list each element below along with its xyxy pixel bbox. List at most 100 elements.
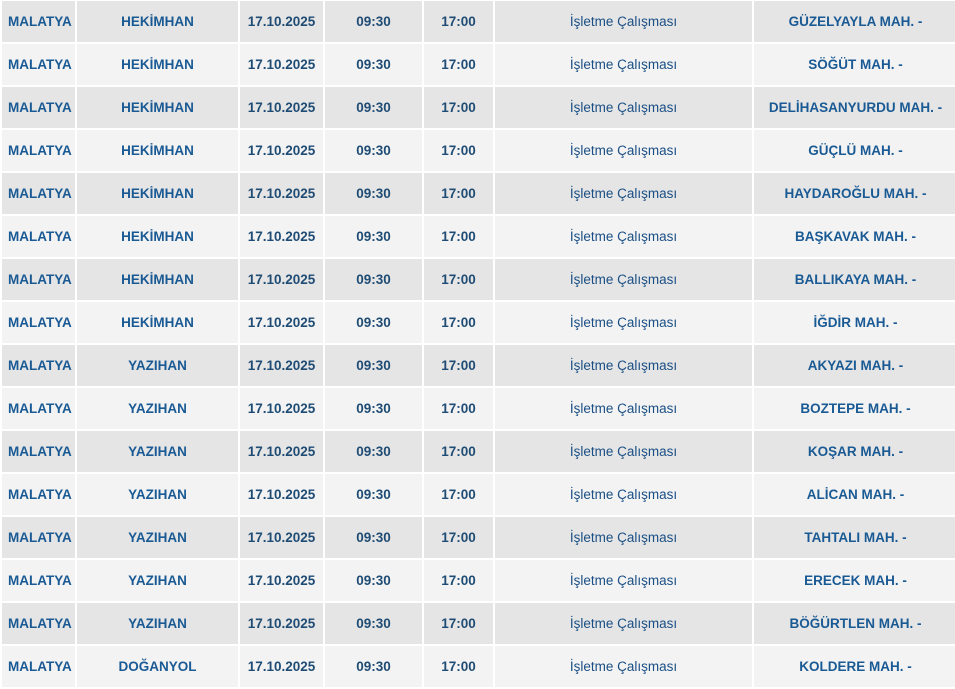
date-cell: 17.10.2025 — [238, 343, 325, 388]
end-time-cell: 17:00 — [422, 601, 495, 646]
table-row: MALATYA YAZIHAN 17.10.2025 09:30 17:00 İşletm… — [0, 429, 955, 474]
neighborhood-cell: GÜZELYAYLA MAH. - — [752, 0, 955, 44]
table-row: MALATYA HEKİMHAN 17.10.2025 09:30 17:00 İşlet… — [0, 85, 955, 130]
table-row: MALATYA HEKİMHAN 17.10.2025 09:30 17:00 İşlet… — [0, 128, 955, 173]
district-cell: HEKİMHAN — [75, 42, 240, 87]
table-row: MALATYA HEKİMHAN 17.10.2025 09:30 17:00 İşlet… — [0, 42, 955, 87]
date-cell: 17.10.2025 — [238, 558, 325, 603]
district-cell: YAZIHAN — [75, 429, 240, 474]
province-cell: MALATYA — [0, 386, 77, 431]
work-type-cell: İşletme Çalışması — [493, 42, 754, 87]
province-cell: MALATYA — [0, 644, 77, 689]
end-time-cell: 17:00 — [422, 558, 495, 603]
province-cell: MALATYA — [0, 214, 77, 259]
date-cell: 17.10.2025 — [238, 601, 325, 646]
date-cell: 17.10.2025 — [238, 171, 325, 216]
start-time-cell: 09:30 — [323, 558, 424, 603]
start-time-cell: 09:30 — [323, 429, 424, 474]
district-cell: YAZIHAN — [75, 472, 240, 517]
district-cell: YAZIHAN — [75, 343, 240, 388]
neighborhood-cell: HAYDAROĞLU MAH. - — [752, 171, 955, 216]
start-time-cell: 09:30 — [323, 128, 424, 173]
province-cell: MALATYA — [0, 42, 77, 87]
province-cell: MALATYA — [0, 601, 77, 646]
date-cell: 17.10.2025 — [238, 472, 325, 517]
table-row: MALATYA HEKİMHAN 17.10.2025 09:30 17:00 İşlet… — [0, 300, 955, 345]
date-cell: 17.10.2025 — [238, 42, 325, 87]
table-row: MALATYA HEKİMHAN 17.10.2025 09:30 17:00 İşlet… — [0, 171, 955, 216]
date-cell: 17.10.2025 — [238, 0, 325, 44]
neighborhood-cell: BOZTEPE MAH. - — [752, 386, 955, 431]
province-cell: MALATYA — [0, 343, 77, 388]
province-cell: MALATYA — [0, 171, 77, 216]
province-cell: MALATYA — [0, 128, 77, 173]
end-time-cell: 17:00 — [422, 343, 495, 388]
table-row: MALATYA YAZIHAN 17.10.2025 09:30 17:00 İşletm… — [0, 386, 955, 431]
end-time-cell: 17:00 — [422, 214, 495, 259]
start-time-cell: 09:30 — [323, 257, 424, 302]
work-type-cell: İşletme Çalışması — [493, 0, 754, 44]
table-row: MALATYA DOĞANYOL 17.10.2025 09:30 17:00 İşlet… — [0, 644, 955, 689]
district-cell: HEKİMHAN — [75, 171, 240, 216]
date-cell: 17.10.2025 — [238, 214, 325, 259]
end-time-cell: 17:00 — [422, 386, 495, 431]
start-time-cell: 09:30 — [323, 300, 424, 345]
start-time-cell: 09:30 — [323, 214, 424, 259]
neighborhood-cell: GÜÇLÜ MAH. - — [752, 128, 955, 173]
end-time-cell: 17:00 — [422, 171, 495, 216]
province-cell: MALATYA — [0, 85, 77, 130]
work-type-cell: İşletme Çalışması — [493, 85, 754, 130]
table-row: MALATYA HEKİMHAN 17.10.2025 09:30 17:00 İşlet… — [0, 214, 955, 259]
table-row: MALATYA HEKİMHAN 17.10.2025 09:30 17:00 İşlet… — [0, 0, 955, 44]
neighborhood-cell: BALLIKAYA MAH. - — [752, 257, 955, 302]
district-cell: HEKİMHAN — [75, 257, 240, 302]
start-time-cell: 09:30 — [323, 601, 424, 646]
end-time-cell: 17:00 — [422, 257, 495, 302]
province-cell: MALATYA — [0, 429, 77, 474]
start-time-cell: 09:30 — [323, 85, 424, 130]
date-cell: 17.10.2025 — [238, 85, 325, 130]
province-cell: MALATYA — [0, 300, 77, 345]
work-type-cell: İşletme Çalışması — [493, 214, 754, 259]
neighborhood-cell: AKYAZI MAH. - — [752, 343, 955, 388]
district-cell: HEKİMHAN — [75, 214, 240, 259]
district-cell: HEKİMHAN — [75, 85, 240, 130]
end-time-cell: 17:00 — [422, 429, 495, 474]
end-time-cell: 17:00 — [422, 85, 495, 130]
start-time-cell: 09:30 — [323, 472, 424, 517]
neighborhood-cell: ERECEK MAH. - — [752, 558, 955, 603]
end-time-cell: 17:00 — [422, 42, 495, 87]
province-cell: MALATYA — [0, 0, 77, 44]
neighborhood-cell: ALİCAN MAH. - — [752, 472, 955, 517]
province-cell: MALATYA — [0, 515, 77, 560]
date-cell: 17.10.2025 — [238, 429, 325, 474]
work-type-cell: İşletme Çalışması — [493, 343, 754, 388]
district-cell: HEKİMHAN — [75, 300, 240, 345]
district-cell: HEKİMHAN — [75, 0, 240, 44]
province-cell: MALATYA — [0, 472, 77, 517]
date-cell: 17.10.2025 — [238, 257, 325, 302]
end-time-cell: 17:00 — [422, 515, 495, 560]
table-row: MALATYA YAZIHAN 17.10.2025 09:30 17:00 İşletm… — [0, 472, 955, 517]
district-cell: YAZIHAN — [75, 558, 240, 603]
date-cell: 17.10.2025 — [238, 386, 325, 431]
start-time-cell: 09:30 — [323, 644, 424, 689]
district-cell: DOĞANYOL — [75, 644, 240, 689]
end-time-cell: 17:00 — [422, 472, 495, 517]
start-time-cell: 09:30 — [323, 42, 424, 87]
district-cell: YAZIHAN — [75, 515, 240, 560]
work-type-cell: İşletme Çalışması — [493, 601, 754, 646]
end-time-cell: 17:00 — [422, 0, 495, 44]
neighborhood-cell: KOLDERE MAH. - — [752, 644, 955, 689]
work-type-cell: İşletme Çalışması — [493, 558, 754, 603]
date-cell: 17.10.2025 — [238, 300, 325, 345]
work-type-cell: İşletme Çalışması — [493, 644, 754, 689]
work-type-cell: İşletme Çalışması — [493, 472, 754, 517]
work-type-cell: İşletme Çalışması — [493, 257, 754, 302]
neighborhood-cell: İĞDİR MAH. - — [752, 300, 955, 345]
table-row: MALATYA YAZIHAN 17.10.2025 09:30 17:00 İşletm… — [0, 558, 955, 603]
province-cell: MALATYA — [0, 257, 77, 302]
work-type-cell: İşletme Çalışması — [493, 386, 754, 431]
start-time-cell: 09:30 — [323, 343, 424, 388]
